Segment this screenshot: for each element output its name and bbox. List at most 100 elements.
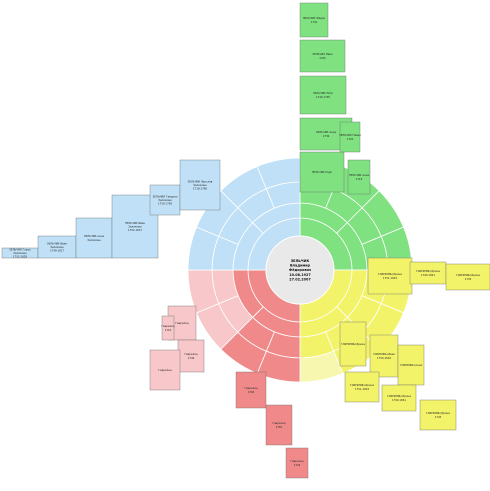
- yellow-ancestor-box-4-label-line: ГАВРИЛИЦ Иван: [373, 352, 395, 356]
- red-ancestor-box-0-label-line: Гаврилиц: [244, 386, 257, 390]
- red-ancestor-box-3-label-line: Гаврилиц: [175, 321, 188, 325]
- yellow-ancestor-box-6-label-line: 1751-1824: [355, 387, 369, 391]
- yellow-ancestor-box-0-label-line: ГАВРИЛИЦ Ирина: [378, 272, 402, 276]
- green-ancestor-box-5-label-line: ЗЕЛЬЧИК Павел: [339, 133, 361, 137]
- blue-ancestor-box-4[interactable]: [149, 184, 181, 216]
- green-ancestor-box-6[interactable]: [347, 159, 371, 195]
- green-ancestor-box-1-label-line: 1765: [319, 56, 326, 60]
- red-ancestor-box-4[interactable]: [177, 339, 205, 373]
- blue-ancestor-box-5[interactable]: [179, 159, 221, 211]
- red-ancestor-box-4-label-line: 1749: [188, 356, 195, 360]
- yellow-ancestor-box-0-label-line: 1751-1824: [383, 276, 397, 280]
- center-person-circle[interactable]: [265, 235, 335, 305]
- yellow-ancestor-box-0[interactable]: [367, 257, 413, 295]
- yellow-ancestor-box-5-label-line: ГАВРИЛИЦ Анна: [400, 363, 423, 367]
- yellow-ancestor-box-5-label: ГАВРИЛИЦ Анна: [400, 363, 423, 367]
- blue-ancestor-box-0-label-line: ЗЕЛЬЧИК Горун: [9, 247, 31, 251]
- green-ancestor-box-6-label-line: ЗЕЛЬЧИК Анна: [349, 173, 370, 177]
- yellow-ancestor-box-3-label-line: ГАВРИЛИЦ Ирина: [341, 342, 365, 346]
- red-ancestor-box-3-label: Гаврилиц: [175, 321, 188, 325]
- blue-ancestor-box-2[interactable]: [75, 217, 113, 259]
- green-ancestor-box-0-label-line: 1791: [311, 20, 318, 24]
- yellow-ancestor-box-6[interactable]: [344, 371, 380, 403]
- center-person-line: 27.02.2007: [289, 277, 311, 281]
- blue-ancestor-box-4-label-line: 1730-1758: [158, 202, 172, 206]
- red-ancestor-box-5-label-line: Гаврилиц: [158, 368, 171, 372]
- yellow-ancestor-box-6-label-line: ГАВРИЛИЦ Ирина: [350, 383, 374, 387]
- green-ancestor-box-1[interactable]: [299, 39, 346, 73]
- center-person-line: Владимир: [290, 264, 311, 268]
- yellow-ancestor-box-8-label-line: ГАВРИЛИЦ Ирина: [426, 411, 450, 415]
- yellow-ancestor-box-7[interactable]: [381, 384, 417, 412]
- yellow-ancestor-box-1-label-line: ГАВРИЛИЦ Ирина: [416, 269, 440, 273]
- blue-ancestor-box-3-label-line: ЗЕЛЬЧИК Иван: [125, 221, 145, 225]
- green-ancestor-box-2[interactable]: [299, 75, 347, 115]
- green-ancestor-box-3-label-line: 1736: [323, 134, 330, 138]
- red-ancestor-box-0[interactable]: [235, 371, 267, 409]
- green-ancestor-box-4-label: ЗЕЛЬЧИК Карп: [312, 170, 332, 174]
- red-ancestor-box-0-label-line: 1765: [248, 390, 255, 394]
- yellow-ancestor-box-8-label-line: 1745: [435, 415, 442, 419]
- blue-ancestor-box-2-label-line: ЗЕЛЬЧИК Анна: [84, 234, 105, 238]
- green-ancestor-box-2-label-line: 1740-1795: [316, 95, 330, 99]
- red-ancestor-box-1-label-line: Гаврилиц: [272, 421, 285, 425]
- red-ancestor-box-6-label-line: Гаврилиц: [161, 324, 174, 328]
- yellow-ancestor-box-8[interactable]: [419, 399, 457, 431]
- green-ancestor-box-1-label-line: ЗЕЛЬЧИК Иван: [312, 52, 332, 56]
- yellow-ancestor-box-4[interactable]: [369, 334, 399, 378]
- blue-ancestor-box-1-label-line: 1749-1817: [50, 249, 64, 253]
- red-ancestor-box-2-label-line: 1724: [294, 463, 301, 467]
- center-person-line: 10.08.1927: [289, 273, 311, 277]
- green-ancestor-box-5[interactable]: [339, 121, 361, 153]
- yellow-ancestor-box-2-label-line: 1745: [465, 277, 472, 281]
- yellow-ancestor-box-3[interactable]: [339, 321, 367, 367]
- blue-ancestor-box-5-label-line: ЗЕЛЬЧИК Ярослав: [188, 179, 213, 183]
- green-ancestor-box-4[interactable]: [299, 151, 345, 193]
- green-ancestor-box-0-label-line: ЗЕЛЬЧИК Фёдор: [303, 16, 326, 20]
- blue-ancestor-box-5-label-line: 1718-1780: [193, 187, 207, 191]
- red-ancestor-box-1[interactable]: [265, 404, 293, 446]
- yellow-ancestor-box-2[interactable]: [445, 263, 490, 291]
- green-ancestor-box-6-label-line: 1719: [356, 177, 363, 181]
- blue-ancestor-box-5-label-line: Зеликман: [193, 183, 207, 187]
- red-ancestor-box-6[interactable]: [161, 315, 175, 341]
- yellow-ancestor-box-7-label-line: 1790-1841: [392, 398, 406, 402]
- blue-ancestor-box-4-label-line: Зеликман: [158, 198, 172, 202]
- blue-ancestor-box-1-label-line: Зеликман: [50, 245, 64, 249]
- green-ancestor-box-2-label-line: ЗЕЛЬЧИК Пётр: [313, 91, 333, 95]
- red-ancestor-box-2-label-line: Гаврилиц: [290, 459, 303, 463]
- yellow-ancestor-box-5[interactable]: [397, 344, 425, 386]
- red-ancestor-box-2[interactable]: [285, 447, 309, 479]
- red-ancestor-box-5[interactable]: [149, 349, 181, 391]
- green-ancestor-box-5-label-line: 1720: [347, 137, 354, 141]
- center-person-line: ЗЕЛЬЧИК: [291, 259, 310, 263]
- green-ancestor-box-0[interactable]: [299, 2, 329, 38]
- yellow-ancestor-box-4-label-line: 1750-1810: [377, 356, 391, 360]
- yellow-ancestor-box-2-label-line: ГАВРИЛИЦ Ирина: [456, 273, 480, 277]
- yellow-ancestor-box-3-label: ГАВРИЛИЦ Ирина: [341, 342, 365, 346]
- center-person-line: Фёдорович: [289, 268, 311, 272]
- blue-ancestor-box-0-label-line: 1752-1828: [13, 255, 27, 259]
- red-ancestor-box-6-label-line: 1710: [165, 328, 172, 332]
- red-ancestor-box-5-label: Гаврилиц: [158, 368, 171, 372]
- red-ancestor-box-1-label-line: 1781: [276, 425, 283, 429]
- blue-ancestor-box-4-label-line: ЗЕЛЬЧИК Гавриил: [153, 194, 178, 198]
